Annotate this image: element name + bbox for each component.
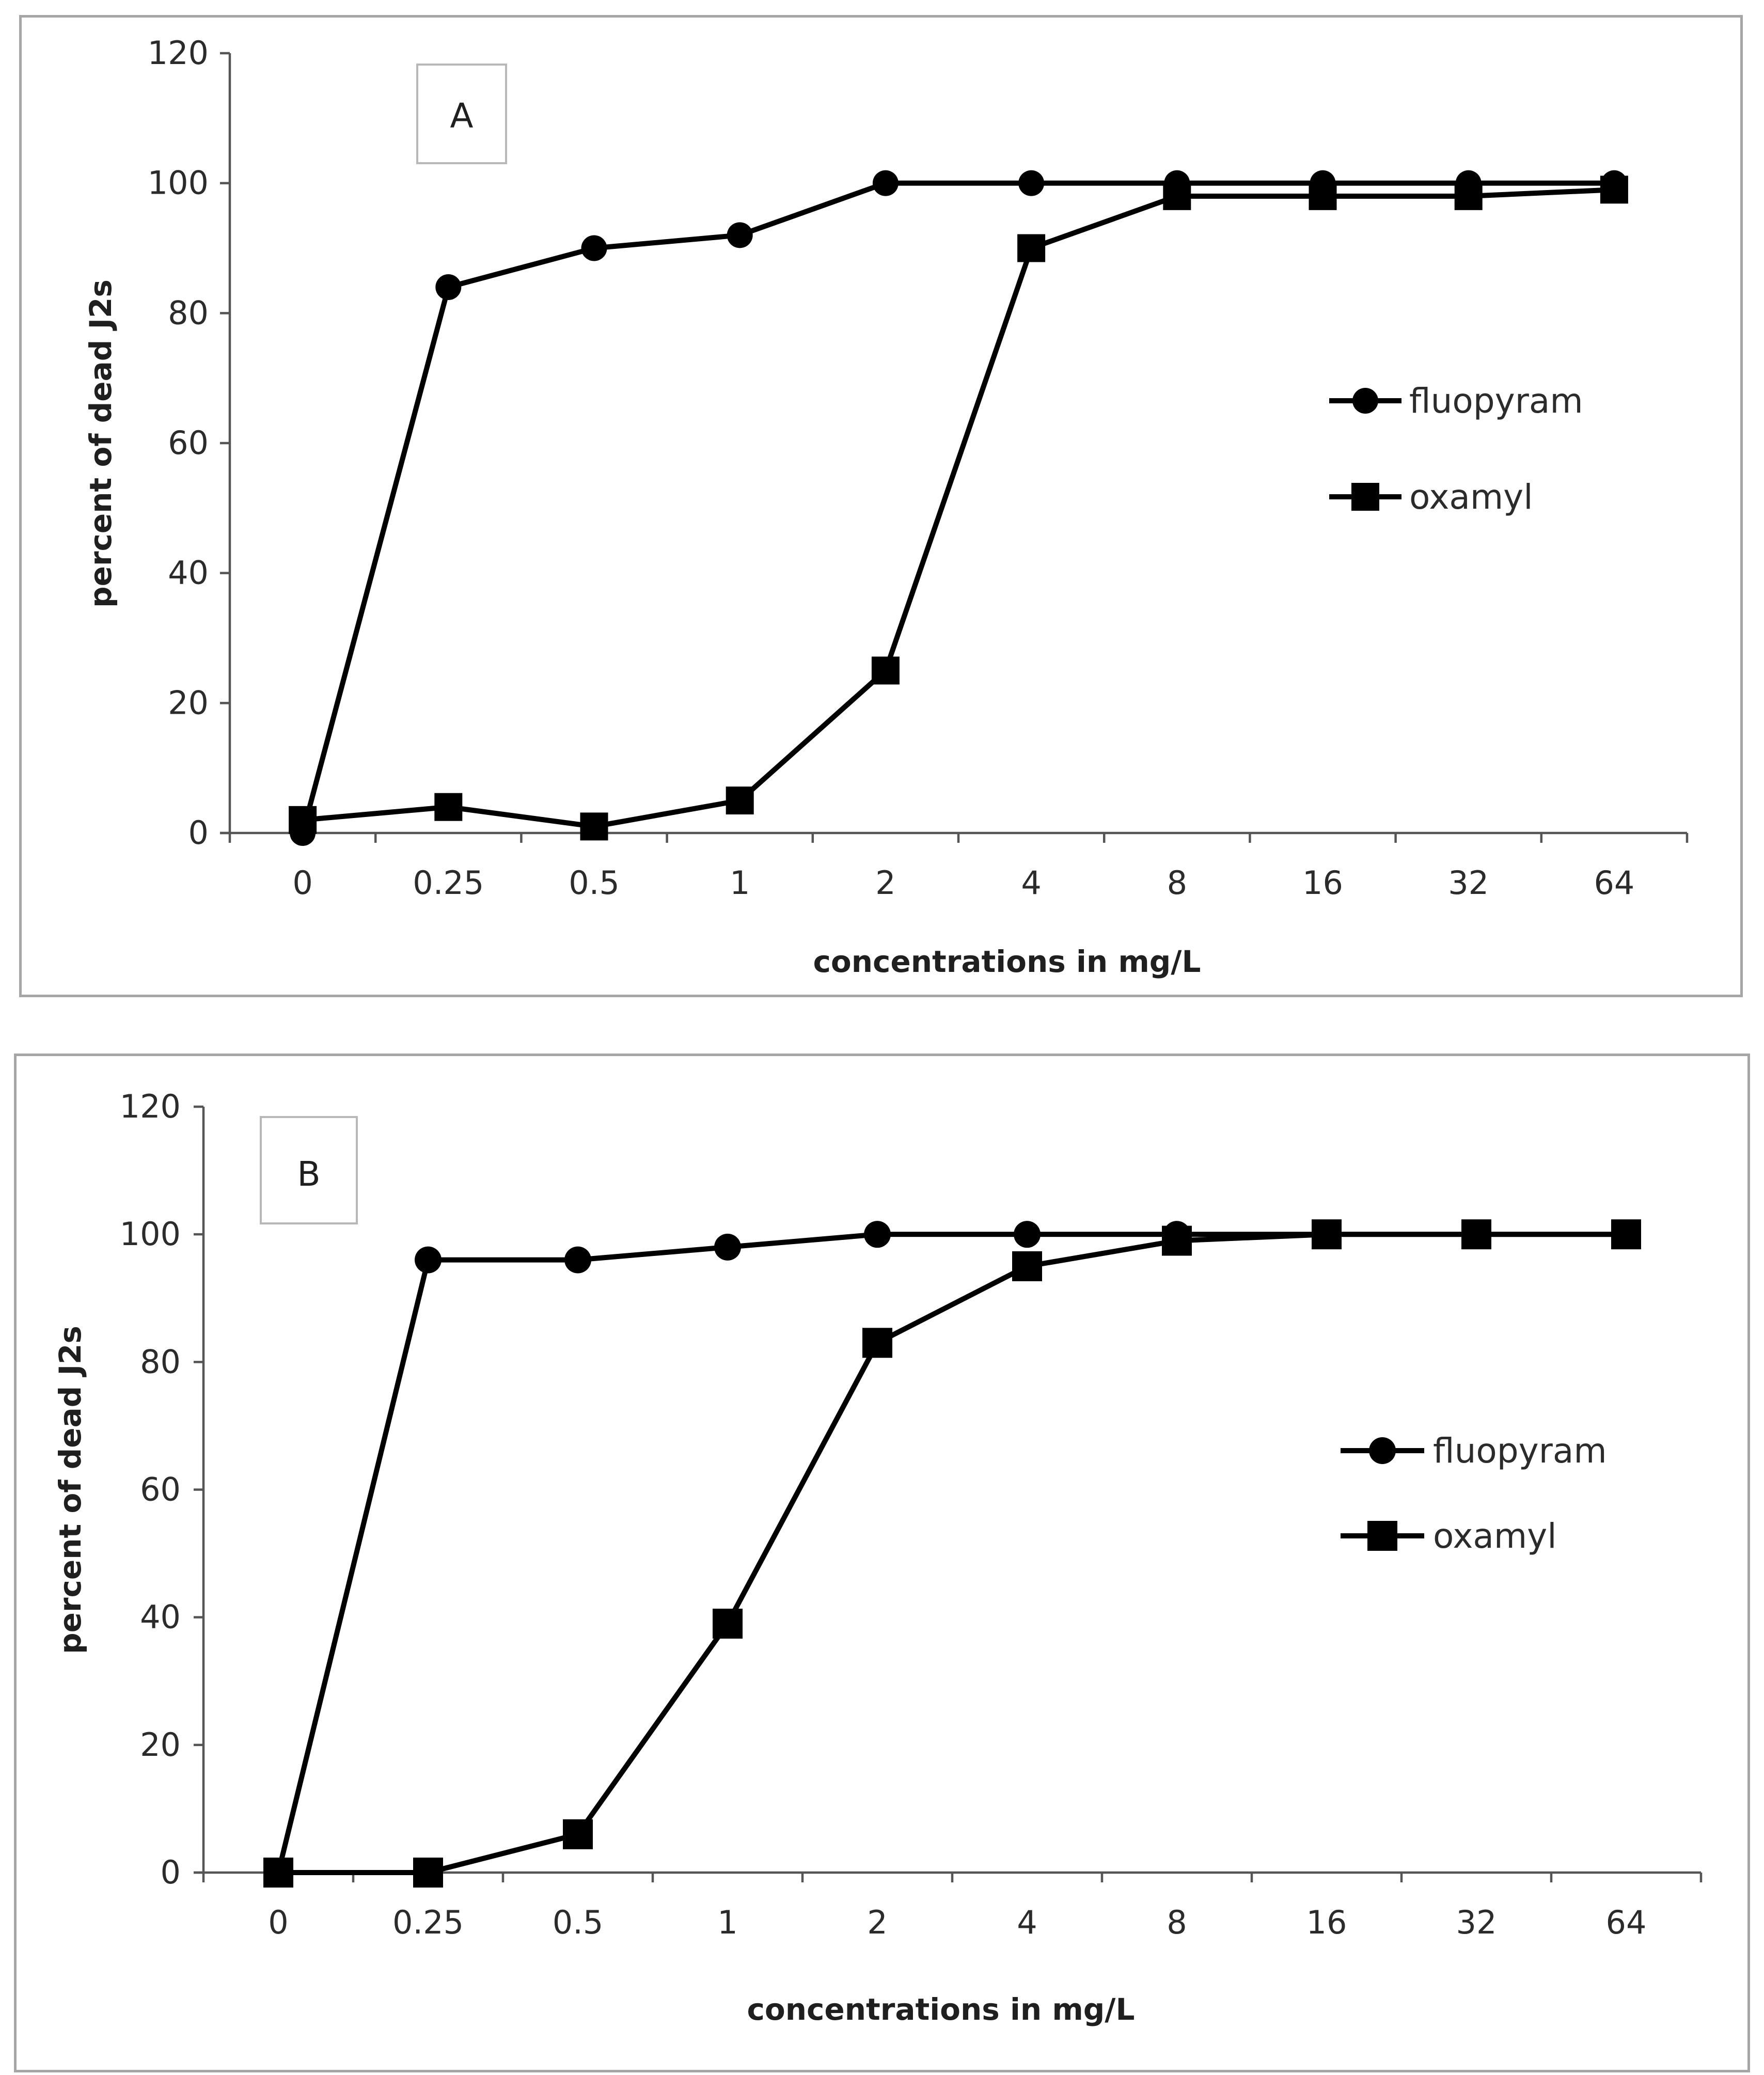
a-x-tick-label-5: 4: [1021, 864, 1041, 902]
a-point-fluopyram-7: [1310, 170, 1336, 196]
b-y-axis-title: percent of dead J2s: [53, 1326, 88, 1654]
a-point-oxamyl-1: [434, 793, 463, 821]
a-y-tick-label-4: 80: [168, 294, 209, 332]
a-x-tick-label-4: 2: [875, 864, 895, 902]
b-point-oxamyl-5: [1012, 1251, 1042, 1281]
b-x-tick-label-9: 64: [1606, 1904, 1647, 1941]
b-x-tick-label-7: 16: [1306, 1904, 1347, 1941]
b-y-tick-label-6: 120: [120, 1088, 181, 1125]
a-x-tick-label-8: 32: [1448, 864, 1489, 902]
b-point-fluopyram-4: [864, 1221, 891, 1248]
a-panel-label: A: [450, 96, 473, 136]
a-point-fluopyram-6: [1164, 170, 1190, 196]
a-x-tick-label-1: 0.25: [413, 864, 484, 902]
b-point-fluopyram-3: [714, 1233, 741, 1261]
b-x-tick-label-3: 1: [717, 1904, 737, 1941]
a-legend-marker-oxamyl: [1351, 483, 1379, 511]
a-point-oxamyl-4: [871, 656, 900, 685]
b-x-tick-label-6: 8: [1167, 1904, 1187, 1941]
a-x-tick-label-0: 0: [292, 864, 312, 902]
b-point-oxamyl-1: [413, 1858, 443, 1888]
chart-b-svg: 0 20 40 60 80 100 120 0 0.25 0.5 1 2 4 8 16 32 64 concent…: [53, 1088, 1703, 2027]
a-y-tick-label-6: 120: [148, 34, 209, 72]
b-panel-label: B: [297, 1154, 320, 1194]
a-x-tick-label-2: 0.5: [569, 864, 620, 902]
a-point-fluopyram-8: [1455, 170, 1482, 196]
b-point-fluopyram-9: [1613, 1221, 1640, 1248]
b-point-fluopyram-8: [1463, 1221, 1490, 1248]
b-point-fluopyram-2: [564, 1246, 591, 1274]
a-x-axis-title: concentrations in mg/L: [813, 944, 1201, 979]
a-x-tick-label-7: 16: [1302, 864, 1343, 902]
b-point-fluopyram-1: [415, 1246, 442, 1274]
b-y-tick-label-0: 0: [161, 1853, 181, 1891]
a-y-tick-label-5: 100: [148, 164, 209, 202]
a-point-fluopyram-2: [581, 235, 607, 261]
b-legend-label-fluopyram: fluopyram: [1433, 1431, 1607, 1471]
b-point-fluopyram-6: [1163, 1221, 1190, 1248]
a-point-fluopyram-0: [290, 820, 316, 846]
b-point-oxamyl-2: [563, 1819, 593, 1849]
a-x-tick-label-6: 8: [1167, 864, 1187, 902]
a-y-tick-label-1: 20: [168, 684, 209, 721]
a-point-oxamyl-5: [1017, 234, 1046, 262]
b-legend-marker-fluopyram: [1369, 1437, 1396, 1464]
b-point-fluopyram-0: [265, 1859, 292, 1886]
a-x-tick-label-9: 64: [1594, 864, 1634, 902]
a-y-tick-label-2: 40: [168, 554, 209, 592]
b-y-tick-label-4: 80: [140, 1343, 181, 1380]
a-point-fluopyram-5: [1018, 170, 1045, 196]
b-point-oxamyl-3: [713, 1609, 743, 1639]
b-x-tick-label-1: 0.25: [392, 1904, 464, 1941]
a-point-fluopyram-4: [872, 170, 899, 196]
b-x-tick-label-5: 4: [1017, 1904, 1037, 1941]
chart-panel-b: 0 20 40 60 80 100 120 0 0.25 0.5 1 2 4 8 16 32 64 concent…: [14, 1054, 1750, 2072]
b-x-tick-label-2: 0.5: [553, 1904, 604, 1941]
b-x-tick-label-0: 0: [268, 1904, 288, 1941]
b-point-oxamyl-4: [862, 1328, 892, 1358]
a-point-oxamyl-3: [726, 787, 754, 815]
b-y-tick-label-2: 40: [140, 1598, 181, 1636]
a-legend-label-fluopyram: fluopyram: [1409, 381, 1583, 421]
b-series-line-oxamyl: [278, 1232, 1626, 1875]
a-point-fluopyram-9: [1601, 170, 1627, 196]
b-point-fluopyram-5: [1014, 1221, 1041, 1248]
chart-a-svg: 0 20 40 60 80 100 120 0 0.25 0.5 1 2 4 8 16 32 64 concent…: [83, 34, 1689, 979]
a-y-axis-title: percent of dead J2s: [83, 279, 118, 608]
b-legend-label-oxamyl: oxamyl: [1433, 1516, 1557, 1556]
b-y-tick-label-3: 60: [140, 1471, 181, 1508]
a-legend-marker-fluopyram: [1352, 388, 1378, 414]
a-point-fluopyram-1: [435, 274, 462, 300]
a-legend-label-oxamyl: oxamyl: [1409, 477, 1533, 517]
b-x-tick-label-4: 2: [867, 1904, 887, 1941]
b-y-tick-label-1: 20: [140, 1726, 181, 1764]
a-x-tick-label-3: 1: [730, 864, 750, 902]
a-point-fluopyram-3: [727, 222, 753, 248]
a-series-line-oxamyl: [302, 187, 1615, 829]
b-x-tick-label-8: 32: [1456, 1904, 1497, 1941]
a-series-line-fluopyram: [300, 180, 1614, 834]
b-series-line-fluopyram: [276, 1232, 1626, 1874]
b-x-axis-title: concentrations in mg/L: [747, 1992, 1135, 2027]
a-point-oxamyl-2: [580, 812, 608, 841]
chart-panel-a: 0 20 40 60 80 100 120 0 0.25 0.5 1 2 4 8 16 32 64 concent…: [19, 15, 1743, 997]
b-legend-marker-oxamyl: [1367, 1521, 1397, 1551]
b-y-tick-label-5: 100: [120, 1215, 181, 1253]
b-panel-label-box: [260, 1116, 358, 1224]
b-point-fluopyram-7: [1313, 1221, 1340, 1248]
a-y-tick-label-3: 60: [168, 424, 209, 462]
a-y-tick-label-0: 0: [188, 814, 209, 852]
a-panel-label-box: [416, 64, 507, 164]
